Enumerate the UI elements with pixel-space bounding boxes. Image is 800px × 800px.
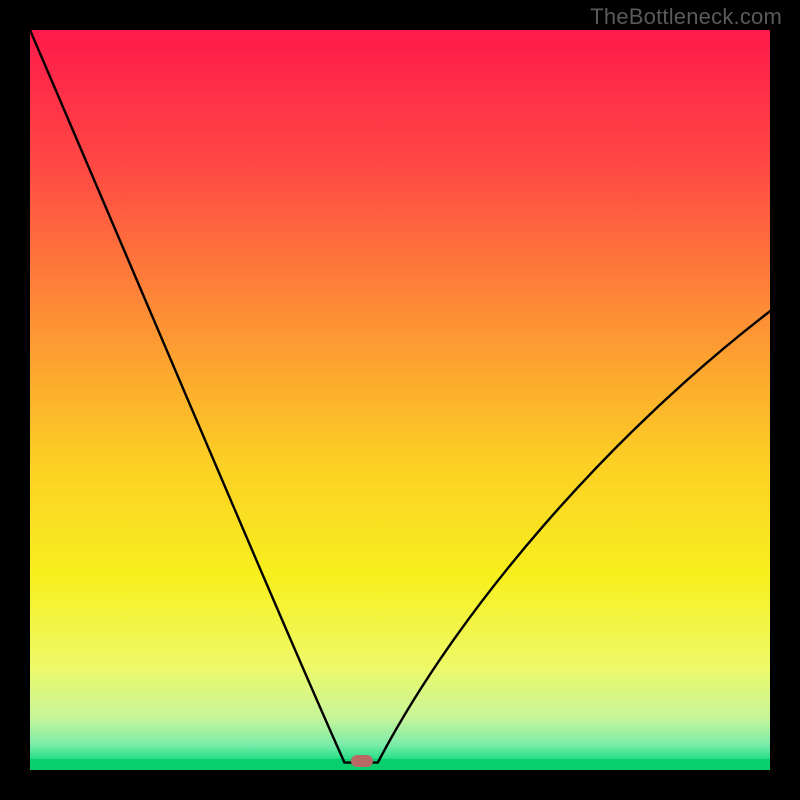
chart-curve [30, 30, 770, 770]
chart-plot-area [30, 30, 770, 770]
watermark-text: TheBottleneck.com [590, 4, 782, 30]
chart-marker [351, 755, 373, 767]
